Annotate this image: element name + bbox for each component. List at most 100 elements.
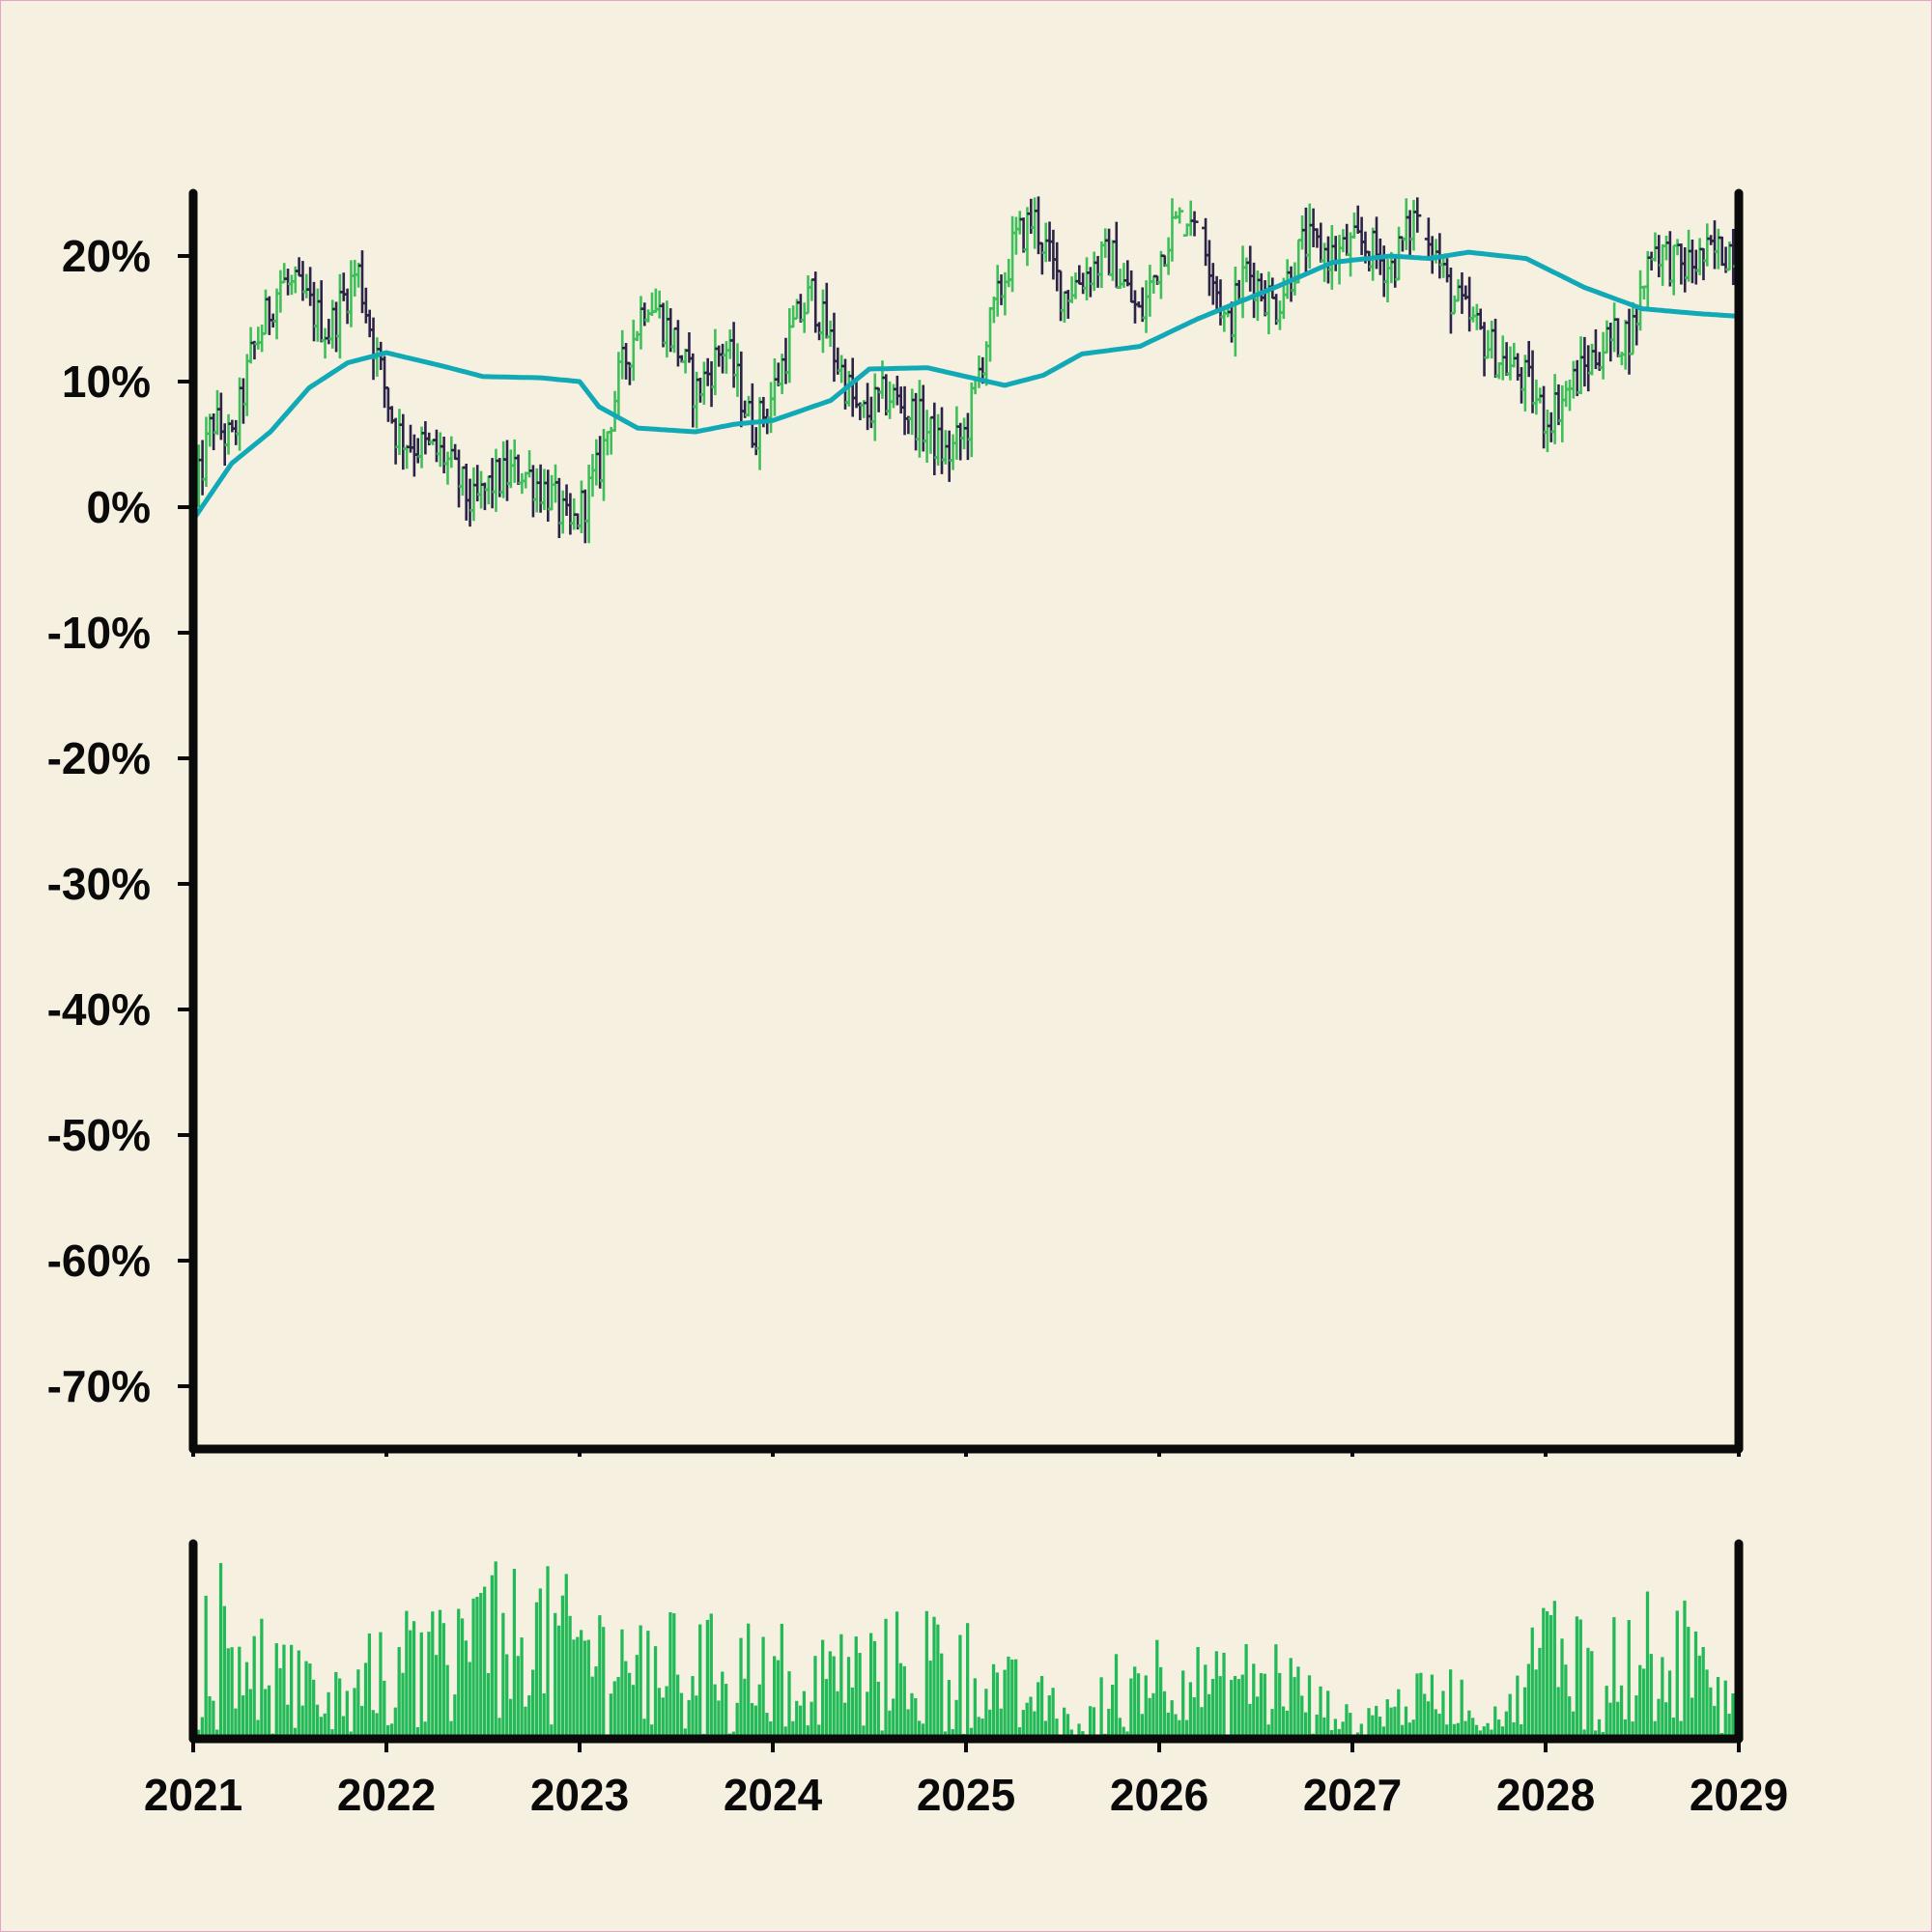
volume-bar xyxy=(1534,1669,1538,1739)
volume-bar xyxy=(1162,1690,1167,1739)
volume-bar xyxy=(940,1653,944,1739)
volume-bar xyxy=(1401,1724,1405,1739)
volume-bar xyxy=(1538,1647,1542,1739)
y-tick-label: -70% xyxy=(47,1361,151,1411)
volume-bar xyxy=(300,1705,304,1739)
volume-bar xyxy=(832,1656,836,1739)
volume-bar xyxy=(508,1698,513,1739)
volume-bar xyxy=(1010,1660,1014,1739)
volume-bar xyxy=(1590,1651,1594,1739)
volume-bar xyxy=(783,1726,787,1739)
volume-bar xyxy=(717,1700,721,1739)
ohlc-bar xyxy=(1176,207,1184,224)
volume-bar xyxy=(274,1643,278,1739)
volume-bar xyxy=(248,1689,252,1739)
volume-bar xyxy=(1449,1669,1453,1739)
volume-bar xyxy=(1118,1718,1122,1739)
volume-bar xyxy=(1233,1676,1237,1739)
volume-bar xyxy=(914,1698,918,1739)
volume-bar xyxy=(1014,1659,1018,1739)
volume-bar xyxy=(1281,1706,1286,1739)
volume-bar xyxy=(810,1701,813,1739)
volume-bar xyxy=(1236,1679,1241,1739)
volume-bar xyxy=(1389,1707,1393,1739)
volume-bar xyxy=(1315,1714,1319,1739)
volume-bar xyxy=(386,1725,390,1739)
volume-bar xyxy=(1017,1727,1022,1739)
volume-bar xyxy=(405,1610,409,1739)
volume-bar xyxy=(709,1613,713,1739)
volume-bar xyxy=(1411,1719,1415,1739)
volume-bar xyxy=(383,1680,386,1739)
volume-bar xyxy=(743,1678,747,1739)
y-tick-label: -10% xyxy=(47,608,151,658)
volume-bar xyxy=(1381,1726,1386,1739)
volume-bar xyxy=(256,1719,260,1739)
volume-bar xyxy=(449,1720,453,1739)
volume-bar xyxy=(590,1676,594,1739)
volume-bar xyxy=(1452,1723,1457,1739)
volume-bar xyxy=(1445,1724,1449,1739)
volume-bar xyxy=(776,1660,781,1739)
volume-bar xyxy=(1322,1718,1326,1739)
moving-average-line xyxy=(190,249,1742,523)
volume-bar xyxy=(297,1650,300,1739)
x-tick-label: 2026 xyxy=(1110,1770,1208,1820)
volume-bar xyxy=(520,1637,524,1739)
volume-bar xyxy=(1504,1711,1508,1739)
volume-bar xyxy=(1463,1720,1467,1739)
volume-bar xyxy=(1653,1720,1657,1739)
y-tick-label: -30% xyxy=(47,859,151,909)
volume-bar xyxy=(1623,1719,1628,1739)
volume-bar xyxy=(572,1639,576,1739)
volume-bar xyxy=(650,1724,654,1739)
volume-bar xyxy=(884,1618,888,1739)
volume-bar xyxy=(1664,1702,1668,1739)
volume-bar xyxy=(924,1610,928,1739)
volume-bar xyxy=(238,1646,242,1739)
volume-bar xyxy=(1645,1591,1650,1739)
volume-bar xyxy=(215,1729,219,1739)
volume-bar xyxy=(282,1644,286,1739)
volume-bar xyxy=(1500,1726,1505,1739)
volume-bar xyxy=(898,1662,903,1739)
volume-bar xyxy=(1638,1664,1642,1739)
volume-bar xyxy=(419,1632,423,1739)
volume-bar xyxy=(360,1705,364,1739)
volume-bar xyxy=(1244,1644,1248,1739)
volume-bar xyxy=(267,1685,271,1739)
volume-bar xyxy=(293,1727,298,1739)
volume-bar xyxy=(1568,1696,1572,1739)
y-axis-ticks: 20% 10% 0% -10% -20% -30% -40% -50% -60% -70% xyxy=(47,231,193,1411)
volume-bar xyxy=(389,1723,394,1739)
volume-bar xyxy=(516,1656,520,1739)
volume-bar xyxy=(787,1671,791,1739)
y-tick-label: -50% xyxy=(47,1110,151,1160)
volume-bar xyxy=(242,1695,245,1739)
volume-bar xyxy=(453,1694,457,1739)
volume-bar xyxy=(1285,1710,1290,1739)
volume-bar xyxy=(1526,1663,1531,1739)
volume-bar xyxy=(1701,1647,1705,1739)
volume-bar xyxy=(1159,1666,1163,1739)
y-tick-label: 10% xyxy=(62,356,151,407)
volume-bar xyxy=(345,1690,349,1739)
y-tick-label: -60% xyxy=(47,1236,151,1286)
volume-bar xyxy=(319,1717,324,1739)
volume-bar xyxy=(609,1693,613,1739)
volume-bar xyxy=(958,1634,962,1739)
volume-bar xyxy=(795,1700,799,1739)
volume-bar xyxy=(635,1655,639,1739)
volume-bar xyxy=(323,1713,327,1739)
volume-bar xyxy=(1099,1677,1103,1739)
volume-bar xyxy=(1122,1726,1125,1739)
volume-bar xyxy=(1107,1708,1111,1739)
volume-bar xyxy=(1256,1696,1260,1739)
volume-bar xyxy=(705,1619,710,1739)
volume-bar xyxy=(1210,1679,1215,1739)
volume-bar xyxy=(876,1681,880,1739)
volume-bar xyxy=(665,1686,668,1739)
volume-bar xyxy=(1129,1678,1133,1739)
volume-bar xyxy=(1136,1673,1141,1739)
volume-bar xyxy=(334,1671,338,1739)
